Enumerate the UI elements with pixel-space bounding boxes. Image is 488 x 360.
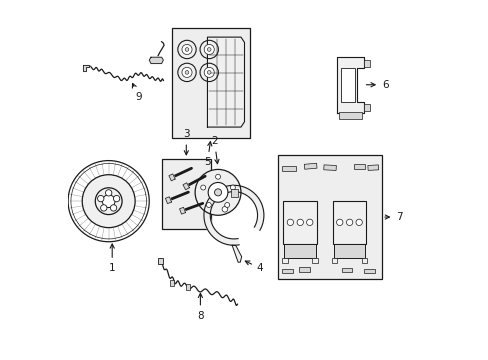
Bar (284, 243, 315, 258)
Bar (278, 155, 381, 279)
Bar (333, 243, 365, 258)
Bar (283, 201, 316, 243)
Polygon shape (203, 185, 264, 245)
Polygon shape (149, 57, 163, 64)
Polygon shape (183, 183, 189, 190)
Circle shape (185, 48, 188, 51)
Circle shape (296, 219, 303, 225)
Circle shape (82, 175, 135, 228)
Bar (282, 258, 287, 262)
Bar (158, 258, 163, 264)
Bar (170, 280, 174, 286)
Circle shape (201, 185, 205, 190)
Text: 5: 5 (203, 141, 211, 167)
Polygon shape (232, 245, 241, 262)
Circle shape (224, 202, 229, 207)
Circle shape (182, 44, 192, 54)
Bar (363, 104, 369, 111)
Circle shape (336, 219, 342, 225)
Text: 7: 7 (384, 212, 402, 222)
Circle shape (306, 219, 312, 225)
Circle shape (178, 63, 196, 82)
Polygon shape (83, 65, 88, 71)
Circle shape (200, 40, 218, 59)
Circle shape (182, 67, 192, 77)
Bar (363, 60, 369, 67)
Bar (364, 269, 374, 274)
Text: 9: 9 (132, 84, 142, 102)
Polygon shape (165, 197, 171, 204)
Text: 6: 6 (366, 80, 388, 90)
Bar (299, 267, 310, 272)
Text: 3: 3 (183, 130, 189, 155)
Circle shape (185, 71, 188, 74)
Text: 4: 4 (245, 261, 263, 273)
Bar (338, 112, 361, 119)
Circle shape (200, 63, 218, 82)
Bar (230, 189, 238, 197)
Bar (312, 258, 317, 262)
Bar (353, 164, 365, 169)
Circle shape (215, 174, 220, 179)
Circle shape (102, 195, 115, 207)
Text: 1: 1 (109, 244, 115, 273)
Bar (341, 268, 351, 273)
Polygon shape (179, 207, 185, 214)
Circle shape (178, 40, 196, 59)
Circle shape (110, 205, 117, 211)
Bar (323, 165, 336, 170)
Bar (331, 258, 337, 262)
Circle shape (355, 219, 362, 225)
Circle shape (207, 48, 211, 51)
Polygon shape (336, 57, 363, 113)
Bar (282, 269, 292, 274)
Circle shape (95, 188, 122, 215)
Text: 8: 8 (197, 293, 203, 320)
Circle shape (214, 189, 221, 196)
Circle shape (207, 71, 211, 74)
Circle shape (195, 170, 241, 215)
Circle shape (208, 183, 227, 202)
Bar (367, 165, 378, 170)
Polygon shape (207, 37, 244, 127)
Bar (172, 28, 249, 138)
Bar (361, 258, 366, 262)
Circle shape (206, 202, 211, 207)
Circle shape (204, 67, 214, 77)
Bar (161, 159, 210, 229)
Text: 2: 2 (211, 136, 219, 164)
Circle shape (204, 44, 214, 54)
Circle shape (101, 205, 107, 211)
Circle shape (286, 219, 293, 225)
Bar (304, 163, 316, 169)
Bar (282, 166, 296, 171)
Circle shape (113, 195, 120, 202)
Bar (186, 284, 189, 290)
Bar (340, 68, 354, 102)
Circle shape (346, 219, 352, 225)
Circle shape (222, 207, 227, 212)
Circle shape (105, 190, 112, 196)
Circle shape (230, 185, 235, 190)
Circle shape (98, 195, 104, 202)
Polygon shape (168, 174, 175, 181)
Bar (332, 201, 366, 243)
